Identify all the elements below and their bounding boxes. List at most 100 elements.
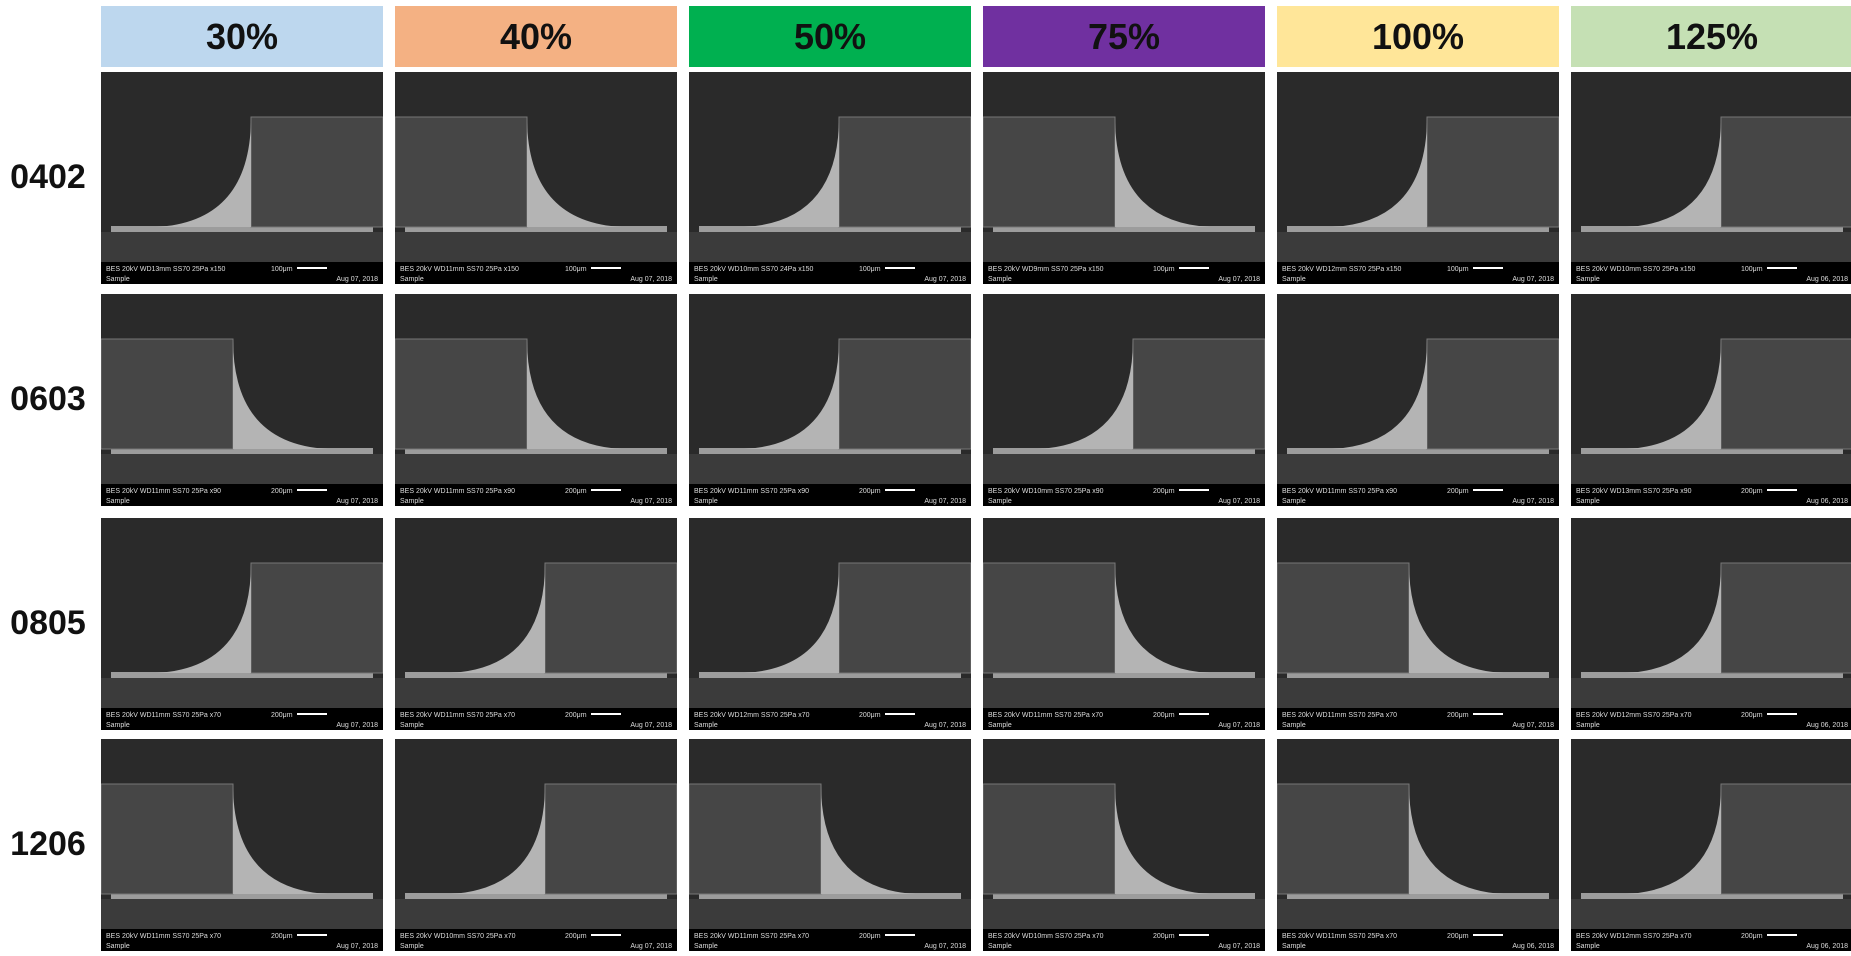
caption-sample: Sample xyxy=(400,498,424,505)
component xyxy=(983,784,1115,894)
component xyxy=(101,784,233,894)
caption-scale: 200μm xyxy=(859,933,881,940)
caption-sample: Sample xyxy=(694,276,718,283)
component xyxy=(1721,117,1851,227)
caption-date: Aug 06, 2018 xyxy=(1806,943,1848,950)
component xyxy=(839,563,971,673)
caption-scale: 100μm xyxy=(271,266,293,273)
caption-sample: Sample xyxy=(106,943,130,950)
caption-scale: 200μm xyxy=(1153,712,1175,719)
component xyxy=(1427,117,1559,227)
sem-image: BES 20kV WD11mm SS70 25Pa x70200μmAug 06… xyxy=(1277,739,1559,951)
caption-info: BES 20kV WD10mm SS70 25Pa x150 xyxy=(1576,266,1696,273)
caption-sample: Sample xyxy=(1282,943,1306,950)
board xyxy=(101,232,383,262)
micrograph: BES 20kV WD11mm SS70 25Pa x90 200μm Aug 07… xyxy=(395,294,677,506)
caption-sample: Sample xyxy=(400,943,424,950)
caption-info: BES 20kV WD12mm SS70 25Pa x70 xyxy=(1576,933,1692,940)
sem-image: BES 20kV WD11mm SS70 25Pa x90 200μm Aug 07… xyxy=(395,294,677,506)
caption-sample: Sample xyxy=(106,722,130,729)
column-header: 30% xyxy=(101,6,383,67)
board xyxy=(1277,454,1559,484)
caption-info: BES 20kV WD11mm SS70 25Pa x70 xyxy=(1282,933,1397,940)
caption-scale: 200μm xyxy=(1447,488,1469,495)
micrograph: BES 20kV WD11mm SS70 25Pa x150100μmAug 0… xyxy=(395,72,677,284)
caption-info: BES 20kV WD11mm SS70 25Pa x70 xyxy=(106,933,221,940)
caption-scale: 200μm xyxy=(859,488,881,495)
micrograph: BES 20kV WD12mm SS70 25Pa x70 200μm Aug 06… xyxy=(1571,518,1851,730)
sem-image: BES 20kV WD10mm SS70 24Pa x150100μmAug 0… xyxy=(689,72,971,284)
row-label: 1206 xyxy=(0,825,96,864)
board xyxy=(1571,454,1851,484)
board xyxy=(1277,678,1559,708)
board xyxy=(689,454,971,484)
caption-sample: Sample xyxy=(988,498,1012,505)
figure: 30%40%50%75%100%125%0402BES 20kV WD13mm … xyxy=(0,0,1851,952)
caption-date: Aug 07, 2018 xyxy=(630,498,672,505)
caption-date: Aug 07, 2018 xyxy=(924,722,966,729)
component xyxy=(983,117,1115,227)
micrograph: BES 20kV WD10mm SS70 25Pa x90200μmAug 07… xyxy=(983,294,1265,506)
caption-scale: 200μm xyxy=(271,488,293,495)
caption-sample: Sample xyxy=(1282,722,1306,729)
caption-scale: 200μm xyxy=(1153,933,1175,940)
sem-image: BES 20kV WD11mm SS70 25Pa x70200μmAug 07… xyxy=(689,739,971,951)
micrograph: BES 20kV WD13mm SS70 25Pa x150100μmAug 0… xyxy=(101,72,383,284)
micrograph: BES 20kV WD11mm SS70 25Pa x70200μmAug 07… xyxy=(1277,518,1559,730)
micrograph: BES 20kV WD12mm SS70 25Pa x70200μmAug 07… xyxy=(689,518,971,730)
caption-sample: Sample xyxy=(988,943,1012,950)
caption-scale: 200μm xyxy=(1741,712,1763,719)
board xyxy=(101,899,383,929)
sem-image: BES 20kV WD12mm SS70 25Pa x70 200μm Aug 06… xyxy=(1571,739,1851,951)
caption-scale: 200μm xyxy=(1741,488,1763,495)
board xyxy=(101,678,383,708)
caption-info: BES 20kV WD12mm SS70 25Pa x70 xyxy=(1576,712,1692,719)
component xyxy=(1133,339,1265,449)
caption-sample: Sample xyxy=(988,722,1012,729)
micrograph: BES 20kV WD10mm SS70 25Pa x70200μmAug 07… xyxy=(983,739,1265,951)
row-label: 0603 xyxy=(0,380,96,419)
caption-info: BES 20kV WD11mm SS70 25Pa x70 xyxy=(1282,712,1397,719)
board xyxy=(689,899,971,929)
component xyxy=(395,339,527,449)
component xyxy=(251,563,383,673)
component xyxy=(101,339,233,449)
caption-date: Aug 07, 2018 xyxy=(1512,722,1554,729)
caption-date: Aug 07, 2018 xyxy=(630,722,672,729)
sem-image: BES 20kV WD9mm SS70 25Pa x150100μmAug 07… xyxy=(983,72,1265,284)
micrograph: BES 20kV WD10mm SS70 25Pa x70200μmAug 07… xyxy=(395,739,677,951)
board xyxy=(983,899,1265,929)
caption-date: Aug 07, 2018 xyxy=(1218,722,1260,729)
sem-image: BES 20kV WD11mm SS70 25Pa x90200μmAug 07… xyxy=(689,294,971,506)
caption-date: Aug 06, 2018 xyxy=(1512,943,1554,950)
caption-sample: Sample xyxy=(400,276,424,283)
column-header: 100% xyxy=(1277,6,1559,67)
caption-sample: Sample xyxy=(1576,498,1600,505)
board xyxy=(1571,899,1851,929)
caption-date: Aug 06, 2018 xyxy=(1806,722,1848,729)
component xyxy=(839,339,971,449)
caption-sample: Sample xyxy=(988,276,1012,283)
board xyxy=(983,454,1265,484)
caption-scale: 200μm xyxy=(1741,933,1763,940)
caption-scale: 200μm xyxy=(565,488,587,495)
caption-info: BES 20kV WD11mm SS70 25Pa x70 xyxy=(988,712,1103,719)
component xyxy=(1277,563,1409,673)
caption-date: Aug 07, 2018 xyxy=(924,276,966,283)
caption-date: Aug 07, 2018 xyxy=(924,943,966,950)
sem-image: BES 20kV WD11mm SS70 25Pa x70200μmAug 07… xyxy=(101,518,383,730)
board xyxy=(689,678,971,708)
component xyxy=(839,117,971,227)
board xyxy=(983,232,1265,262)
caption-date: Aug 07, 2018 xyxy=(1512,498,1554,505)
component xyxy=(395,117,527,227)
caption-info: BES 20kV WD11mm SS70 25Pa x90 xyxy=(400,488,515,495)
caption-scale: 100μm xyxy=(565,266,587,273)
